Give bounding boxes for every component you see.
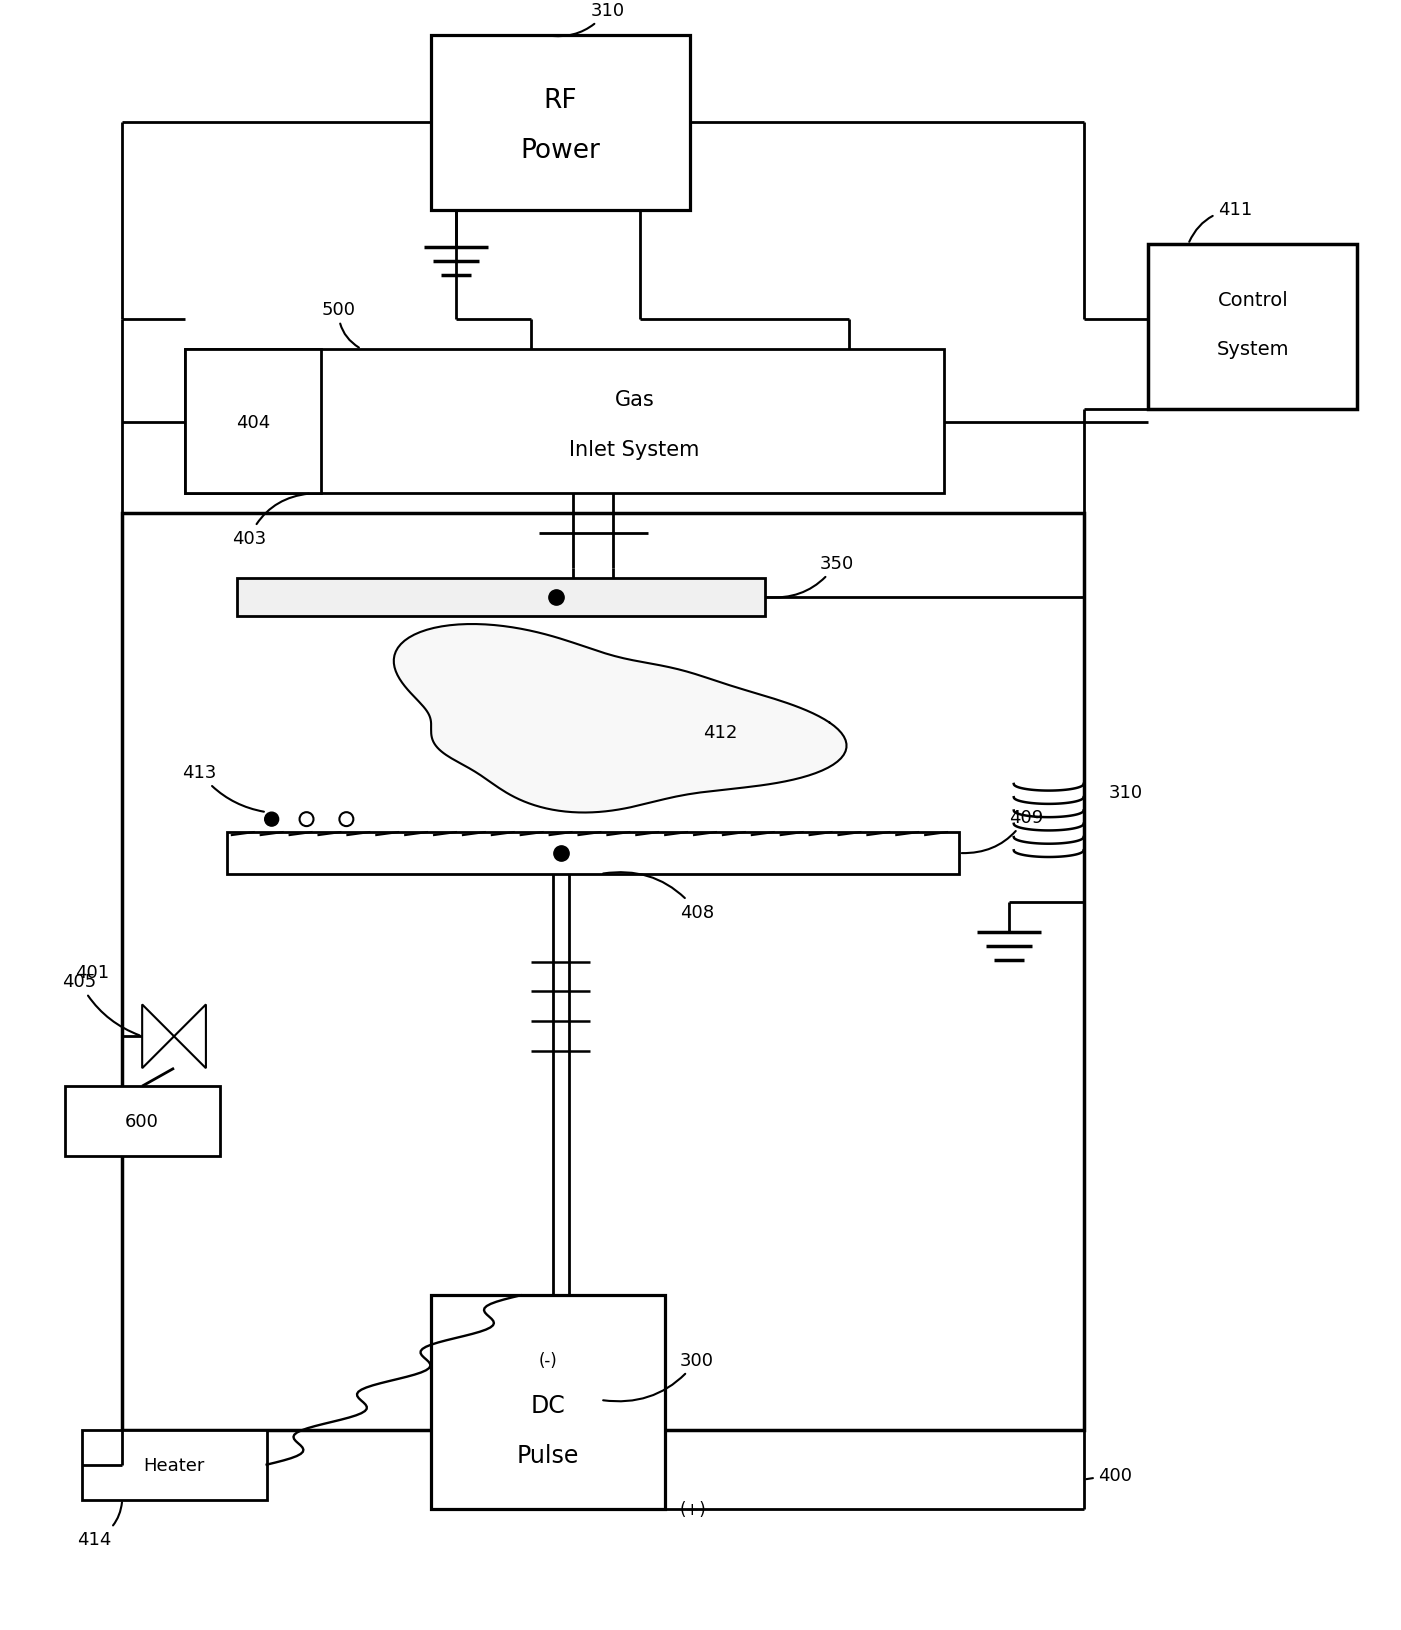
Bar (122, 513, 1083, 1430)
Text: 401: 401 (76, 963, 109, 981)
Circle shape (265, 813, 279, 826)
Text: DC: DC (530, 1394, 565, 1416)
Text: 405: 405 (63, 973, 140, 1035)
Text: 414: 414 (77, 1503, 122, 1548)
Text: 300: 300 (604, 1351, 715, 1402)
Text: 404: 404 (235, 414, 270, 432)
Text: 412: 412 (703, 724, 737, 742)
Text: 403: 403 (231, 494, 308, 548)
Bar (432, 1296, 665, 1509)
Polygon shape (142, 1004, 174, 1069)
Polygon shape (174, 1004, 206, 1069)
Bar (66, 1087, 220, 1156)
Text: 600: 600 (125, 1112, 160, 1130)
Text: 400: 400 (1086, 1465, 1132, 1483)
Text: 310: 310 (548, 2, 625, 37)
Text: Pulse: Pulse (517, 1443, 579, 1467)
Bar (185, 350, 944, 494)
Text: 413: 413 (182, 764, 263, 812)
Polygon shape (394, 624, 846, 813)
Text: 500: 500 (321, 302, 359, 349)
Bar (237, 579, 765, 616)
Text: 408: 408 (602, 872, 715, 921)
Circle shape (339, 813, 353, 826)
Bar (83, 1430, 266, 1500)
Text: 350: 350 (768, 554, 853, 598)
Text: System: System (1216, 341, 1289, 359)
Text: RF: RF (544, 88, 577, 114)
Text: (+): (+) (679, 1501, 708, 1519)
Text: Power: Power (521, 137, 601, 163)
Bar (1149, 244, 1358, 409)
Bar (227, 833, 960, 874)
Text: Gas: Gas (615, 390, 654, 409)
Text: (-): (-) (538, 1351, 558, 1369)
Circle shape (300, 813, 314, 826)
Bar (185, 350, 321, 494)
Text: Heater: Heater (143, 1456, 205, 1474)
Text: 310: 310 (1108, 784, 1143, 802)
Text: Inlet System: Inlet System (569, 440, 699, 460)
Text: 411: 411 (1189, 202, 1252, 243)
Text: 409: 409 (961, 808, 1044, 854)
Bar (432, 36, 691, 210)
Text: Control: Control (1217, 290, 1289, 310)
